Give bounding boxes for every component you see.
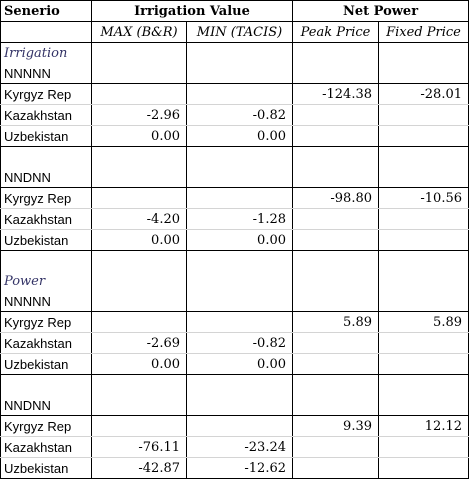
section-title: Power bbox=[0, 271, 92, 291]
max-value-cell: -76.11 bbox=[91, 436, 187, 458]
peak-value-cell bbox=[292, 125, 379, 147]
min-value-cell bbox=[186, 311, 293, 333]
section-row: Power bbox=[0, 271, 469, 291]
max-value-cell: 0.00 bbox=[91, 353, 187, 375]
country-cell: Uzbekistan bbox=[0, 229, 92, 251]
country-cell: Uzbekistan bbox=[0, 125, 92, 147]
min-value-cell: -12.62 bbox=[186, 457, 293, 479]
table-row: Kazakhstan -4.20 -1.28 bbox=[0, 208, 469, 230]
fixed-value-cell: 12.12 bbox=[378, 415, 469, 437]
irrigation-value-header: Irrigation Value bbox=[91, 0, 293, 22]
min-value-cell: -1.28 bbox=[186, 208, 293, 230]
min-value-cell bbox=[186, 415, 293, 437]
country-cell: Kazakhstan bbox=[0, 436, 92, 458]
fixed-column-header: Fixed Price bbox=[378, 21, 469, 43]
peak-value-cell bbox=[292, 353, 379, 375]
max-value-cell bbox=[91, 311, 187, 333]
peak-value-cell: 5.89 bbox=[292, 311, 379, 333]
table-row: Kyrgyz Rep 9.39 12.12 bbox=[0, 415, 469, 437]
peak-value-cell: 9.39 bbox=[292, 415, 379, 437]
table-row: Kyrgyz Rep 5.89 5.89 bbox=[0, 311, 469, 333]
peak-value-cell: -124.38 bbox=[292, 83, 379, 105]
spacer-row bbox=[0, 374, 469, 395]
fixed-value-cell: 5.89 bbox=[378, 311, 469, 333]
country-cell: Uzbekistan bbox=[0, 353, 92, 375]
max-value-cell: -4.20 bbox=[91, 208, 187, 230]
scenario-row: NNDNN bbox=[0, 167, 469, 188]
fixed-value-cell: -28.01 bbox=[378, 83, 469, 105]
scenario-code: NNNNN bbox=[0, 63, 92, 84]
min-value-cell: 0.00 bbox=[186, 353, 293, 375]
min-column-header: MIN (TACIS) bbox=[186, 21, 293, 43]
section-row: Irrigation bbox=[0, 42, 469, 63]
country-cell: Kyrgyz Rep bbox=[0, 311, 92, 333]
spacer-row bbox=[0, 146, 469, 167]
subheader-row: MAX (B&R) MIN (TACIS) Peak Price Fixed P… bbox=[0, 21, 469, 43]
country-cell: Kyrgyz Rep bbox=[0, 83, 92, 105]
min-value-cell bbox=[186, 83, 293, 105]
max-value-cell: 0.00 bbox=[91, 125, 187, 147]
table-row: Uzbekistan 0.00 0.00 bbox=[0, 353, 469, 375]
peak-value-cell bbox=[292, 436, 379, 458]
fixed-value-cell bbox=[378, 332, 469, 354]
country-cell: Kazakhstan bbox=[0, 104, 92, 126]
scenario-code: NNDNN bbox=[0, 395, 92, 416]
min-value-cell: 0.00 bbox=[186, 125, 293, 147]
table-row: Uzbekistan 0.00 0.00 bbox=[0, 229, 469, 251]
country-cell: Kyrgyz Rep bbox=[0, 415, 92, 437]
net-power-header: Net Power bbox=[292, 0, 469, 22]
table-row: Uzbekistan -42.87 -12.62 bbox=[0, 457, 469, 479]
peak-value-cell: -98.80 bbox=[292, 187, 379, 209]
min-value-cell: 0.00 bbox=[186, 229, 293, 251]
header-row: Senerio Irrigation Value Net Power bbox=[0, 0, 469, 22]
country-cell: Kazakhstan bbox=[0, 208, 92, 230]
scenario-row: NNNNN bbox=[0, 291, 469, 312]
max-value-cell bbox=[91, 83, 187, 105]
section-title: Irrigation bbox=[0, 42, 92, 63]
min-value-cell: -0.82 bbox=[186, 332, 293, 354]
table-row: Kyrgyz Rep -98.80 -10.56 bbox=[0, 187, 469, 209]
fixed-value-cell bbox=[378, 353, 469, 375]
peak-value-cell bbox=[292, 104, 379, 126]
max-column-header: MAX (B&R) bbox=[91, 21, 187, 43]
max-value-cell: -2.96 bbox=[91, 104, 187, 126]
table-row: Kazakhstan -2.96 -0.82 bbox=[0, 104, 469, 126]
fixed-value-cell bbox=[378, 457, 469, 479]
fixed-value-cell bbox=[378, 229, 469, 251]
fixed-value-cell bbox=[378, 208, 469, 230]
country-cell: Kazakhstan bbox=[0, 332, 92, 354]
max-value-cell: -42.87 bbox=[91, 457, 187, 479]
peak-value-cell bbox=[292, 457, 379, 479]
table-row: Kyrgyz Rep -124.38 -28.01 bbox=[0, 83, 469, 105]
scenario-row: NNNNN bbox=[0, 63, 469, 84]
fixed-value-cell: -10.56 bbox=[378, 187, 469, 209]
fixed-value-cell bbox=[378, 125, 469, 147]
fixed-value-cell bbox=[378, 436, 469, 458]
peak-column-header: Peak Price bbox=[292, 21, 379, 43]
min-value-cell: -0.82 bbox=[186, 104, 293, 126]
fixed-value-cell bbox=[378, 104, 469, 126]
spacer-row bbox=[0, 250, 469, 271]
max-value-cell: 0.00 bbox=[91, 229, 187, 251]
table-row: Kazakhstan -2.69 -0.82 bbox=[0, 332, 469, 354]
table-row: Kazakhstan -76.11 -23.24 bbox=[0, 436, 469, 458]
scenario-column-header: Senerio bbox=[0, 0, 92, 22]
scenario-row: NNDNN bbox=[0, 395, 469, 416]
country-cell: Uzbekistan bbox=[0, 457, 92, 479]
max-value-cell bbox=[91, 415, 187, 437]
min-value-cell: -23.24 bbox=[186, 436, 293, 458]
min-value-cell bbox=[186, 187, 293, 209]
table-row: Uzbekistan 0.00 0.00 bbox=[0, 125, 469, 147]
peak-value-cell bbox=[292, 332, 379, 354]
country-cell: Kyrgyz Rep bbox=[0, 187, 92, 209]
max-value-cell bbox=[91, 187, 187, 209]
scenario-code: NNDNN bbox=[0, 167, 92, 188]
peak-value-cell bbox=[292, 229, 379, 251]
subheader-blank-cell bbox=[0, 21, 92, 43]
scenario-code: NNNNN bbox=[0, 291, 92, 312]
max-value-cell: -2.69 bbox=[91, 332, 187, 354]
peak-value-cell bbox=[292, 208, 379, 230]
